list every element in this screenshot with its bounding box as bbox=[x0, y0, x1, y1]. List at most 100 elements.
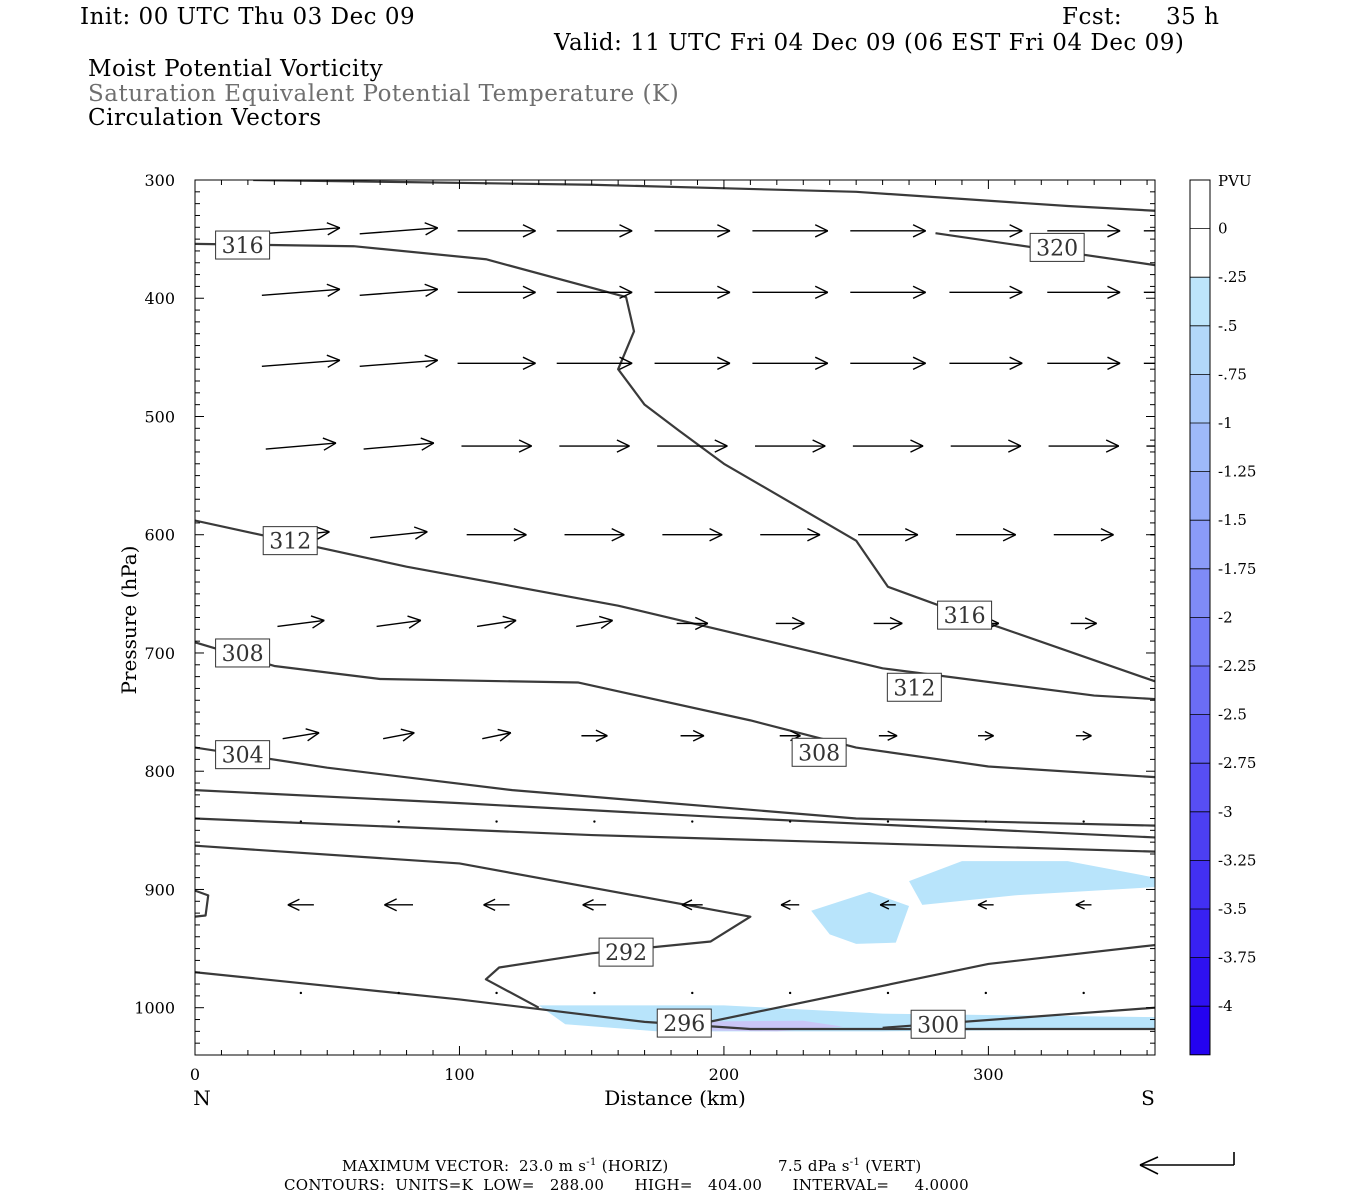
y-tick-label-500: 500 bbox=[144, 407, 175, 426]
colorbar-label-8: -2 bbox=[1218, 608, 1233, 626]
max-vector-horiz-unit-exp: -1 bbox=[586, 1157, 597, 1168]
colorbar-swatch-2 bbox=[1190, 277, 1210, 326]
circulation-vector-8-1 bbox=[384, 898, 414, 912]
circulation-vector-0-5 bbox=[752, 224, 829, 238]
forecast-hour-label: Fcst: bbox=[1062, 4, 1123, 30]
field-title-vectors: Circulation Vectors bbox=[88, 105, 322, 131]
colorbar-label-0: 0 bbox=[1218, 220, 1228, 238]
negative-pv-region-0 bbox=[909, 861, 1155, 905]
circulation-vector-6-2 bbox=[482, 728, 512, 742]
contour-info: CONTOURS: UNITS=K LOW= 288.00 HIGH= 404.… bbox=[284, 1176, 969, 1194]
max-vector-horiz-value: 23.0 m s bbox=[519, 1157, 587, 1175]
colorbar-label-16: -4 bbox=[1218, 997, 1233, 1015]
circulation-vector-0-4 bbox=[654, 224, 731, 238]
contour-312-3 bbox=[195, 519, 1155, 701]
colorbar-label-12: -3 bbox=[1218, 803, 1233, 821]
colorbar-swatch-5 bbox=[1190, 423, 1210, 472]
circulation-vector-6-7 bbox=[978, 730, 994, 741]
colorbar-swatch-14 bbox=[1190, 860, 1210, 909]
circulation-vector-2-2 bbox=[457, 356, 536, 370]
contour-316-1 bbox=[195, 242, 1155, 683]
circulation-vector-8-8 bbox=[1075, 899, 1092, 910]
contour-label-316-0: 316 bbox=[215, 230, 271, 260]
circulation-vector-7-3 bbox=[593, 820, 596, 823]
colorbar-label-11: -2.75 bbox=[1218, 754, 1256, 772]
svg-text:292: 292 bbox=[605, 941, 647, 966]
circulation-vector-1-5 bbox=[752, 285, 829, 300]
circulation-vector-7-5 bbox=[788, 820, 792, 823]
colorbar-label-2: -.5 bbox=[1218, 317, 1237, 335]
colorbar-label-15: -3.75 bbox=[1218, 949, 1256, 967]
circulation-vector-6-6 bbox=[878, 730, 898, 741]
colorbar-label-10: -2.5 bbox=[1218, 706, 1247, 724]
colorbar-label-7: -1.75 bbox=[1218, 560, 1256, 578]
colorbar-swatch-1 bbox=[1190, 228, 1210, 278]
circulation-vector-6-9 bbox=[1174, 732, 1190, 740]
circulation-vector-7-0 bbox=[299, 820, 303, 823]
colorbar-swatch-17 bbox=[1190, 1006, 1210, 1055]
circulation-vector-9-3 bbox=[593, 991, 596, 995]
circulation-vector-8-9 bbox=[1174, 901, 1190, 909]
max-vector-label: MAXIMUM VECTOR: bbox=[342, 1157, 510, 1175]
contour-label-292-8: 292 bbox=[598, 937, 654, 967]
colorbar-swatch-6 bbox=[1190, 471, 1210, 521]
circulation-vector-9-6 bbox=[886, 991, 890, 995]
contour-label-300-10: 300 bbox=[910, 1009, 966, 1039]
circulation-vector-1-1 bbox=[359, 283, 439, 297]
field-title-mpv: Moist Potential Vorticity bbox=[88, 56, 384, 82]
circulation-vector-3-5 bbox=[755, 439, 826, 453]
circulation-vector-7-4 bbox=[691, 820, 694, 823]
x-tick-label-0: 0 bbox=[190, 1065, 200, 1084]
valid-time: Valid: 11 UTC Fri 04 Dec 09 (06 EST Fri … bbox=[554, 30, 1185, 56]
circulation-vector-3-6 bbox=[852, 439, 924, 453]
circulation-vector-9-2 bbox=[495, 991, 498, 995]
colorbar-title: PVU bbox=[1218, 172, 1252, 190]
svg-text:316: 316 bbox=[222, 234, 264, 259]
contour-308-4 bbox=[195, 641, 1155, 779]
y-tick-label-600: 600 bbox=[144, 526, 175, 545]
x-axis-title: Distance (km) bbox=[604, 1086, 746, 1110]
circulation-vector-0-3 bbox=[556, 224, 633, 238]
circulation-vector-0-8 bbox=[1047, 224, 1121, 238]
circulation-vector-6-8 bbox=[1075, 730, 1092, 741]
colorbar-swatch-15 bbox=[1190, 909, 1210, 958]
circulation-vector-9-9 bbox=[1180, 992, 1182, 994]
circulation-vector-4-7 bbox=[955, 528, 1017, 542]
circulation-vector-7-9 bbox=[1180, 820, 1182, 822]
y-tick-label-400: 400 bbox=[144, 289, 175, 308]
circulation-vector-6-3 bbox=[581, 729, 608, 742]
circulation-vector-7-1 bbox=[397, 820, 400, 823]
contour-label-312-5: 312 bbox=[886, 672, 942, 702]
colorbar-swatch-11 bbox=[1190, 714, 1210, 764]
circulation-vector-9-5 bbox=[788, 991, 792, 995]
contour-label-312-2: 312 bbox=[262, 526, 318, 556]
init-time: Init: 00 UTC Thu 03 Dec 09 bbox=[80, 4, 416, 30]
circulation-vector-8-0 bbox=[287, 898, 314, 912]
max-vector-horiz: 23.0 m s-1 (HORIZ) bbox=[519, 1157, 669, 1175]
circulation-vector-4-5 bbox=[760, 528, 821, 542]
circulation-vector-4-3 bbox=[564, 528, 625, 542]
svg-text:296: 296 bbox=[663, 1012, 705, 1037]
circulation-vector-2-0 bbox=[261, 354, 341, 368]
x-end-label-right: S bbox=[1141, 1086, 1155, 1110]
contour-label-296-9: 296 bbox=[656, 1008, 712, 1038]
y-tick-label-800: 800 bbox=[144, 762, 175, 781]
circulation-vector-3-0 bbox=[265, 437, 337, 451]
circulation-vector-3-7 bbox=[950, 439, 1022, 453]
colorbar-label-3: -.75 bbox=[1218, 365, 1247, 383]
circulation-vector-3-8 bbox=[1048, 439, 1120, 453]
circulation-vector-8-4 bbox=[681, 899, 703, 911]
contour-288-12 bbox=[195, 889, 210, 918]
circulation-vector-2-3 bbox=[556, 356, 633, 370]
circulation-vector-7-6 bbox=[886, 820, 890, 823]
circulation-vector-8-6 bbox=[879, 899, 896, 910]
colorbar-swatch-8 bbox=[1190, 568, 1210, 618]
circulation-vector-8-2 bbox=[483, 898, 510, 912]
svg-text:308: 308 bbox=[798, 741, 840, 766]
colorbar-swatch-4 bbox=[1190, 374, 1210, 423]
circulation-vector-8-3 bbox=[582, 898, 607, 911]
svg-text:320: 320 bbox=[1036, 236, 1078, 261]
svg-text:300: 300 bbox=[917, 1013, 959, 1038]
circulation-vector-4-6 bbox=[858, 528, 919, 542]
